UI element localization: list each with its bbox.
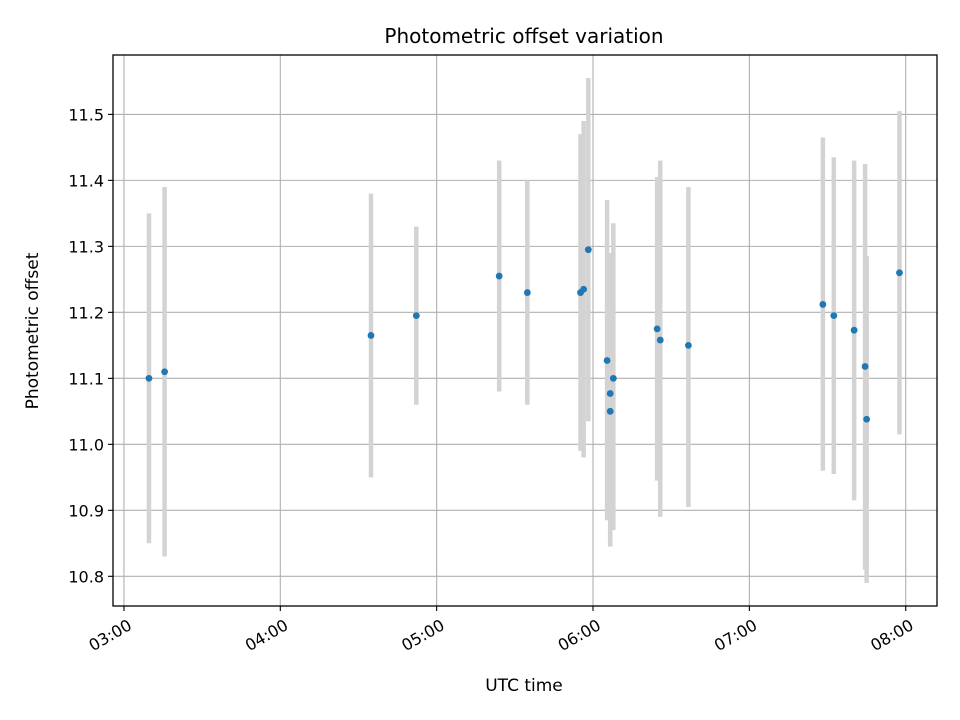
- y-tick-label: 10.8: [68, 567, 104, 586]
- data-point: [896, 269, 903, 277]
- y-tick-label: 11.0: [68, 435, 104, 454]
- data-point: [850, 326, 858, 334]
- data-point: [861, 363, 869, 370]
- data-point: [161, 368, 168, 376]
- y-axis-ticks: 10.8 10.9 11.0 11.1 11.2 11.3 11.4 11.5: [68, 105, 113, 586]
- y-axis-title: Photometric offset: [23, 252, 43, 409]
- data-points: [145, 246, 903, 423]
- y-tick-label: 11.2: [68, 303, 104, 322]
- error-bars: [146, 78, 902, 583]
- y-tick-label: 11.4: [68, 171, 104, 190]
- x-axis-ticks: 03:00 04:00 05:00 06:00 07:00 08:00: [86, 606, 917, 655]
- x-axis-title: UTC time: [485, 676, 563, 696]
- data-point: [580, 285, 588, 293]
- data-point: [684, 341, 692, 349]
- grid-lines: [113, 55, 937, 606]
- y-tick-label: 10.9: [68, 501, 104, 520]
- data-point: [609, 374, 617, 382]
- data-point: [863, 415, 871, 423]
- x-tick-label: 03:00: [86, 615, 135, 655]
- chart-title: Photometric offset variation: [384, 24, 663, 48]
- x-tick-label: 08:00: [867, 615, 916, 655]
- plot-frame: [112, 54, 938, 607]
- data-point: [584, 246, 592, 254]
- data-point: [412, 312, 420, 320]
- data-point: [606, 407, 614, 415]
- x-tick-label: 05:00: [398, 615, 447, 655]
- data-point: [819, 301, 827, 308]
- x-tick-label: 06:00: [555, 615, 604, 655]
- data-point: [653, 325, 661, 333]
- data-point: [523, 289, 531, 296]
- data-point: [495, 272, 503, 280]
- data-point: [145, 374, 153, 382]
- data-point: [603, 357, 611, 364]
- y-tick-label: 11.5: [68, 105, 104, 124]
- x-tick-label: 04:00: [242, 615, 291, 655]
- y-tick-label: 11.3: [68, 237, 104, 256]
- data-point: [606, 390, 614, 397]
- data-point: [830, 312, 838, 320]
- x-tick-label: 07:00: [711, 615, 760, 655]
- data-point: [656, 336, 664, 344]
- y-tick-label: 11.1: [68, 369, 104, 388]
- data-point: [367, 332, 375, 339]
